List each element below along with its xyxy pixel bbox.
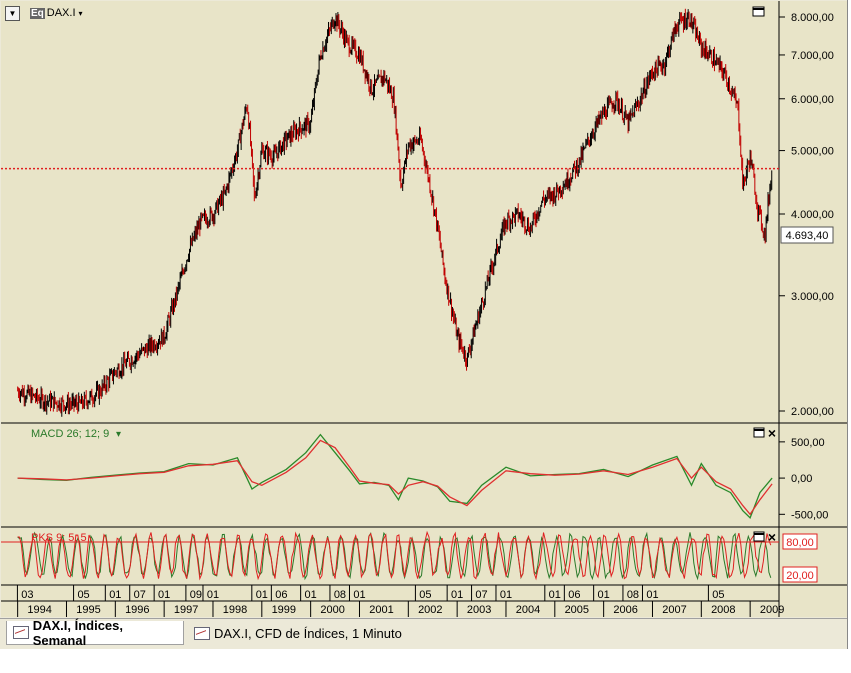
- pks-d-line: [17, 530, 772, 581]
- signal-line: [17, 439, 773, 516]
- x-month-label: 01: [305, 589, 317, 601]
- x-year-label: 2000: [320, 604, 344, 616]
- tab-label: DAX.I, CFD de Índices, 1 Minuto: [214, 625, 402, 641]
- x-month-label: 01: [646, 589, 658, 601]
- x-year-label: 2002: [418, 604, 442, 616]
- pks-upper-box: [782, 533, 818, 550]
- x-month-label: 01: [256, 589, 268, 601]
- pks-lower-box: [782, 566, 818, 583]
- x-month-label: 06: [275, 589, 287, 601]
- pks-lower-value: 20,00: [786, 570, 814, 582]
- close-icon[interactable]: ×: [768, 425, 776, 441]
- macd-caret[interactable]: ▾: [116, 429, 121, 440]
- close-icon[interactable]: ×: [768, 529, 776, 545]
- y-tick-label: 7.000,00: [791, 50, 834, 62]
- x-month-label: 05: [419, 589, 431, 601]
- x-month-label: 01: [451, 589, 463, 601]
- y-tick-label: 0,00: [791, 473, 812, 485]
- x-year-label: 1995: [76, 604, 100, 616]
- current-price-tag: 4.693,40: [780, 226, 834, 244]
- tab-label: DAX.I, Índices, Semanal: [32, 617, 124, 648]
- x-month-label: 01: [207, 589, 219, 601]
- x-year-label: 1996: [125, 604, 149, 616]
- chevron-down-icon[interactable]: ▾: [78, 8, 83, 18]
- symbol-label[interactable]: DAX.I: [46, 7, 76, 19]
- y-tick-label: 4.000,00: [791, 209, 834, 221]
- x-month-label: 01: [158, 589, 170, 601]
- y-tick-label: 3.000,00: [791, 291, 834, 303]
- y-tick-label: 5.000,00: [791, 146, 834, 158]
- x-year-label: 2005: [565, 604, 589, 616]
- macd-label[interactable]: MACD 26; 12; 9: [31, 428, 109, 440]
- x-month-label: 01: [549, 589, 561, 601]
- pks-label[interactable]: PKS 9; 5; 5: [31, 532, 87, 544]
- x-year-label: 2007: [662, 604, 686, 616]
- chart-icon: [194, 626, 210, 640]
- x-year-label: 2004: [516, 604, 540, 616]
- x-year-label: 1998: [223, 604, 247, 616]
- x-month-label: 03: [21, 589, 33, 601]
- chart-tabs: DAX.I, Índices, Semanal DAX.I, CFD de Ín…: [0, 618, 847, 649]
- x-month-label: 01: [598, 589, 610, 601]
- chart-canvas[interactable]: 8.000,00 7.000,00 6.000,00 5.000,00 4.000,00…: [1, 1, 847, 617]
- x-month-label: 06: [568, 589, 580, 601]
- current-price-box: [780, 226, 834, 244]
- x-year-label: 1999: [272, 604, 296, 616]
- y-tick-label: 500,00: [791, 437, 825, 449]
- x-year-label: 2009: [760, 604, 784, 616]
- chart-area: 8.000,00 7.000,00 6.000,00 5.000,00 4.000,00…: [1, 1, 847, 617]
- chart-window: 8.000,00 7.000,00 6.000,00 5.000,00 4.000,00…: [0, 0, 848, 649]
- x-year-label: 2003: [467, 604, 491, 616]
- x-month-label: 07: [475, 589, 487, 601]
- x-month-label: 01: [500, 589, 512, 601]
- x-year-label: 2001: [369, 604, 393, 616]
- x-month-label: 07: [134, 589, 146, 601]
- x-month-label: 08: [334, 589, 346, 601]
- current-price-value: 4.693,40: [786, 230, 829, 242]
- x-year-label: 1994: [27, 604, 51, 616]
- x-month-label: 01: [353, 589, 365, 601]
- x-month-label: 05: [77, 589, 89, 601]
- pks-lower-level-tag: 20,00: [782, 566, 818, 583]
- x-month-label: 01: [109, 589, 121, 601]
- symbol-selector[interactable]: ▼ Eq DAX.I ▾: [5, 5, 83, 21]
- y-tick-label: 6.000,00: [791, 94, 834, 106]
- x-month-label: 09: [190, 589, 202, 601]
- pks-k-line: [17, 531, 772, 581]
- x-month-label: 08: [627, 589, 639, 601]
- maximize-icon[interactable]: [753, 531, 765, 542]
- pks-upper-level-tag: 80,00: [782, 533, 818, 550]
- x-month-label: 05: [712, 589, 724, 601]
- tab-dax-1min[interactable]: DAX.I, CFD de Índices, 1 Minuto: [188, 621, 408, 645]
- dropdown-button[interactable]: ▼: [5, 5, 20, 21]
- y-tick-label: 2.000,00: [791, 406, 834, 418]
- equity-badge: Eq: [30, 7, 45, 19]
- x-year-label: 2008: [711, 604, 735, 616]
- maximize-icon[interactable]: [753, 427, 765, 438]
- y-tick-label: 8.000,00: [791, 12, 834, 24]
- macd-line: [17, 433, 773, 520]
- pks-panel[interactable]: [1, 527, 779, 585]
- x-year-label: 1997: [174, 604, 198, 616]
- tab-dax-weekly[interactable]: DAX.I, Índices, Semanal: [6, 617, 184, 648]
- y-tick-label: -500,00: [791, 509, 828, 521]
- x-year-label: 2006: [613, 604, 637, 616]
- maximize-icon[interactable]: [752, 6, 765, 17]
- chart-icon: [13, 626, 29, 639]
- pks-upper-value: 80,00: [786, 537, 814, 549]
